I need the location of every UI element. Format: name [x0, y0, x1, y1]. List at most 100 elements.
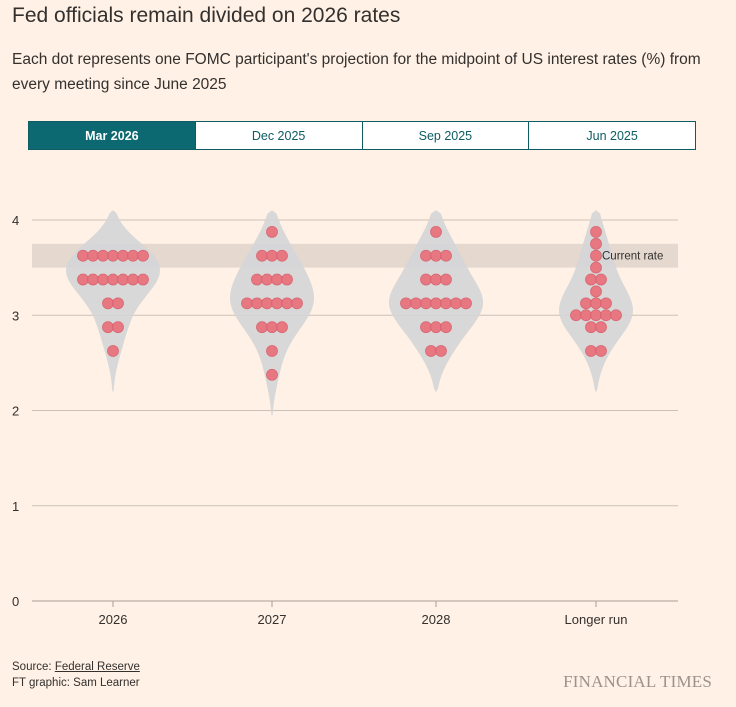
- ft-logo: FINANCIAL TIMES: [563, 672, 712, 691]
- projection-dot: [102, 297, 114, 310]
- projection-dot: [590, 309, 602, 322]
- projection-dot: [400, 297, 412, 310]
- projection-dot: [430, 249, 442, 262]
- projection-dot: [112, 321, 124, 334]
- projection-dot: [590, 237, 602, 250]
- projection-dot: [87, 273, 99, 286]
- projection-dot: [585, 273, 597, 286]
- y-tick-label: 1: [12, 499, 19, 514]
- projection-dot: [107, 273, 119, 286]
- projection-dot: [266, 345, 278, 357]
- projection-dot: [266, 226, 278, 238]
- projection-dot: [580, 309, 592, 322]
- projection-dot: [420, 321, 432, 334]
- projection-dot: [256, 321, 268, 334]
- credit-line: FT graphic: Sam Learner: [12, 677, 140, 689]
- projection-dot: [137, 249, 149, 262]
- x-tick-label: 2026: [99, 612, 128, 627]
- source-prefix: Source:: [12, 661, 55, 673]
- projection-dot: [440, 297, 452, 310]
- projection-dot: [241, 297, 253, 310]
- tab-jun-2025[interactable]: Jun 2025: [528, 122, 695, 149]
- projection-dot: [137, 273, 149, 286]
- projection-dot: [440, 321, 452, 334]
- projection-dot: [251, 273, 263, 286]
- projection-dot: [420, 297, 432, 310]
- projection-dot: [420, 273, 432, 286]
- projection-dot: [410, 297, 422, 310]
- projection-dot: [430, 273, 442, 286]
- projection-dot: [590, 285, 602, 298]
- y-tick-label: 3: [12, 308, 19, 323]
- current-rate-band: [32, 243, 678, 268]
- projection-dot: [276, 321, 288, 334]
- projection-dot: [430, 226, 442, 238]
- projection-dot: [107, 345, 119, 357]
- projection-dot: [610, 309, 622, 322]
- projection-dot: [117, 273, 129, 286]
- projection-dot: [266, 321, 278, 334]
- projection-dot: [595, 321, 607, 334]
- projection-dot: [585, 345, 597, 357]
- projection-dot: [112, 297, 124, 310]
- projection-dot: [590, 249, 602, 262]
- projection-dot: [102, 321, 114, 334]
- y-tick-label: 4: [12, 213, 19, 228]
- projection-dot: [87, 249, 99, 262]
- tab-mar-2026[interactable]: Mar 2026: [29, 122, 195, 149]
- projection-dot: [127, 249, 139, 262]
- meeting-tabs: Mar 2026 Dec 2025 Sep 2025 Jun 2025: [28, 121, 696, 150]
- source-link[interactable]: Federal Reserve: [54, 661, 140, 673]
- projection-dot: [420, 249, 432, 262]
- x-tick-label: 2027: [258, 612, 287, 627]
- y-tick-label: 2: [12, 404, 19, 419]
- projection-dot: [600, 297, 612, 310]
- projection-dot: [271, 297, 283, 310]
- projection-dot: [440, 273, 452, 286]
- current-rate-label: Current rate: [602, 251, 663, 263]
- y-tick-label: 0: [12, 594, 19, 609]
- projection-dot: [435, 345, 447, 357]
- projection-dot: [261, 297, 273, 310]
- projection-dot: [266, 249, 278, 262]
- projection-dot: [271, 273, 283, 286]
- projection-dot: [440, 249, 452, 262]
- projection-dot: [251, 297, 263, 310]
- projection-dot: [127, 273, 139, 286]
- projection-dot: [281, 297, 293, 310]
- projection-dot: [281, 273, 293, 286]
- projection-dot: [450, 297, 462, 310]
- projection-dot: [585, 321, 597, 334]
- projection-dot: [77, 249, 89, 262]
- projection-dot: [600, 309, 612, 322]
- projection-dot: [256, 249, 268, 262]
- projection-dot: [595, 345, 607, 357]
- projection-dot: [595, 273, 607, 286]
- projection-dot: [430, 321, 442, 334]
- projection-dot: [590, 261, 602, 274]
- projection-dot: [266, 368, 278, 381]
- tab-dec-2025[interactable]: Dec 2025: [194, 122, 362, 149]
- projection-dot: [570, 309, 582, 322]
- dot-plot-chart: 0 1 2 3 4 Current rate 2026 2027 2028 Longer run: [12, 210, 678, 627]
- footer: Source: Federal Reserve FT graphic: Sam …: [12, 659, 140, 691]
- source-line: Source: Federal Reserve: [12, 659, 140, 675]
- projection-dot: [77, 273, 89, 286]
- projection-dot: [590, 297, 602, 310]
- projection-dot: [580, 297, 592, 310]
- projection-dot: [590, 226, 602, 238]
- projection-dot: [97, 273, 109, 286]
- projection-dot: [276, 249, 288, 262]
- projection-dot: [97, 249, 109, 262]
- chart-title: Fed officials remain divided on 2026 rat…: [12, 4, 401, 27]
- projection-dot: [291, 297, 303, 310]
- chart-subtitle: Each dot represents one FOMC participant…: [12, 51, 701, 93]
- projection-dot: [107, 249, 119, 262]
- projection-dot: [425, 345, 437, 357]
- violin-shape: [230, 210, 314, 416]
- projection-dot: [117, 249, 129, 262]
- x-tick-label: 2028: [422, 612, 451, 627]
- projection-dot: [430, 297, 442, 310]
- projection-dot: [460, 297, 472, 310]
- tab-sep-2025[interactable]: Sep 2025: [361, 122, 529, 149]
